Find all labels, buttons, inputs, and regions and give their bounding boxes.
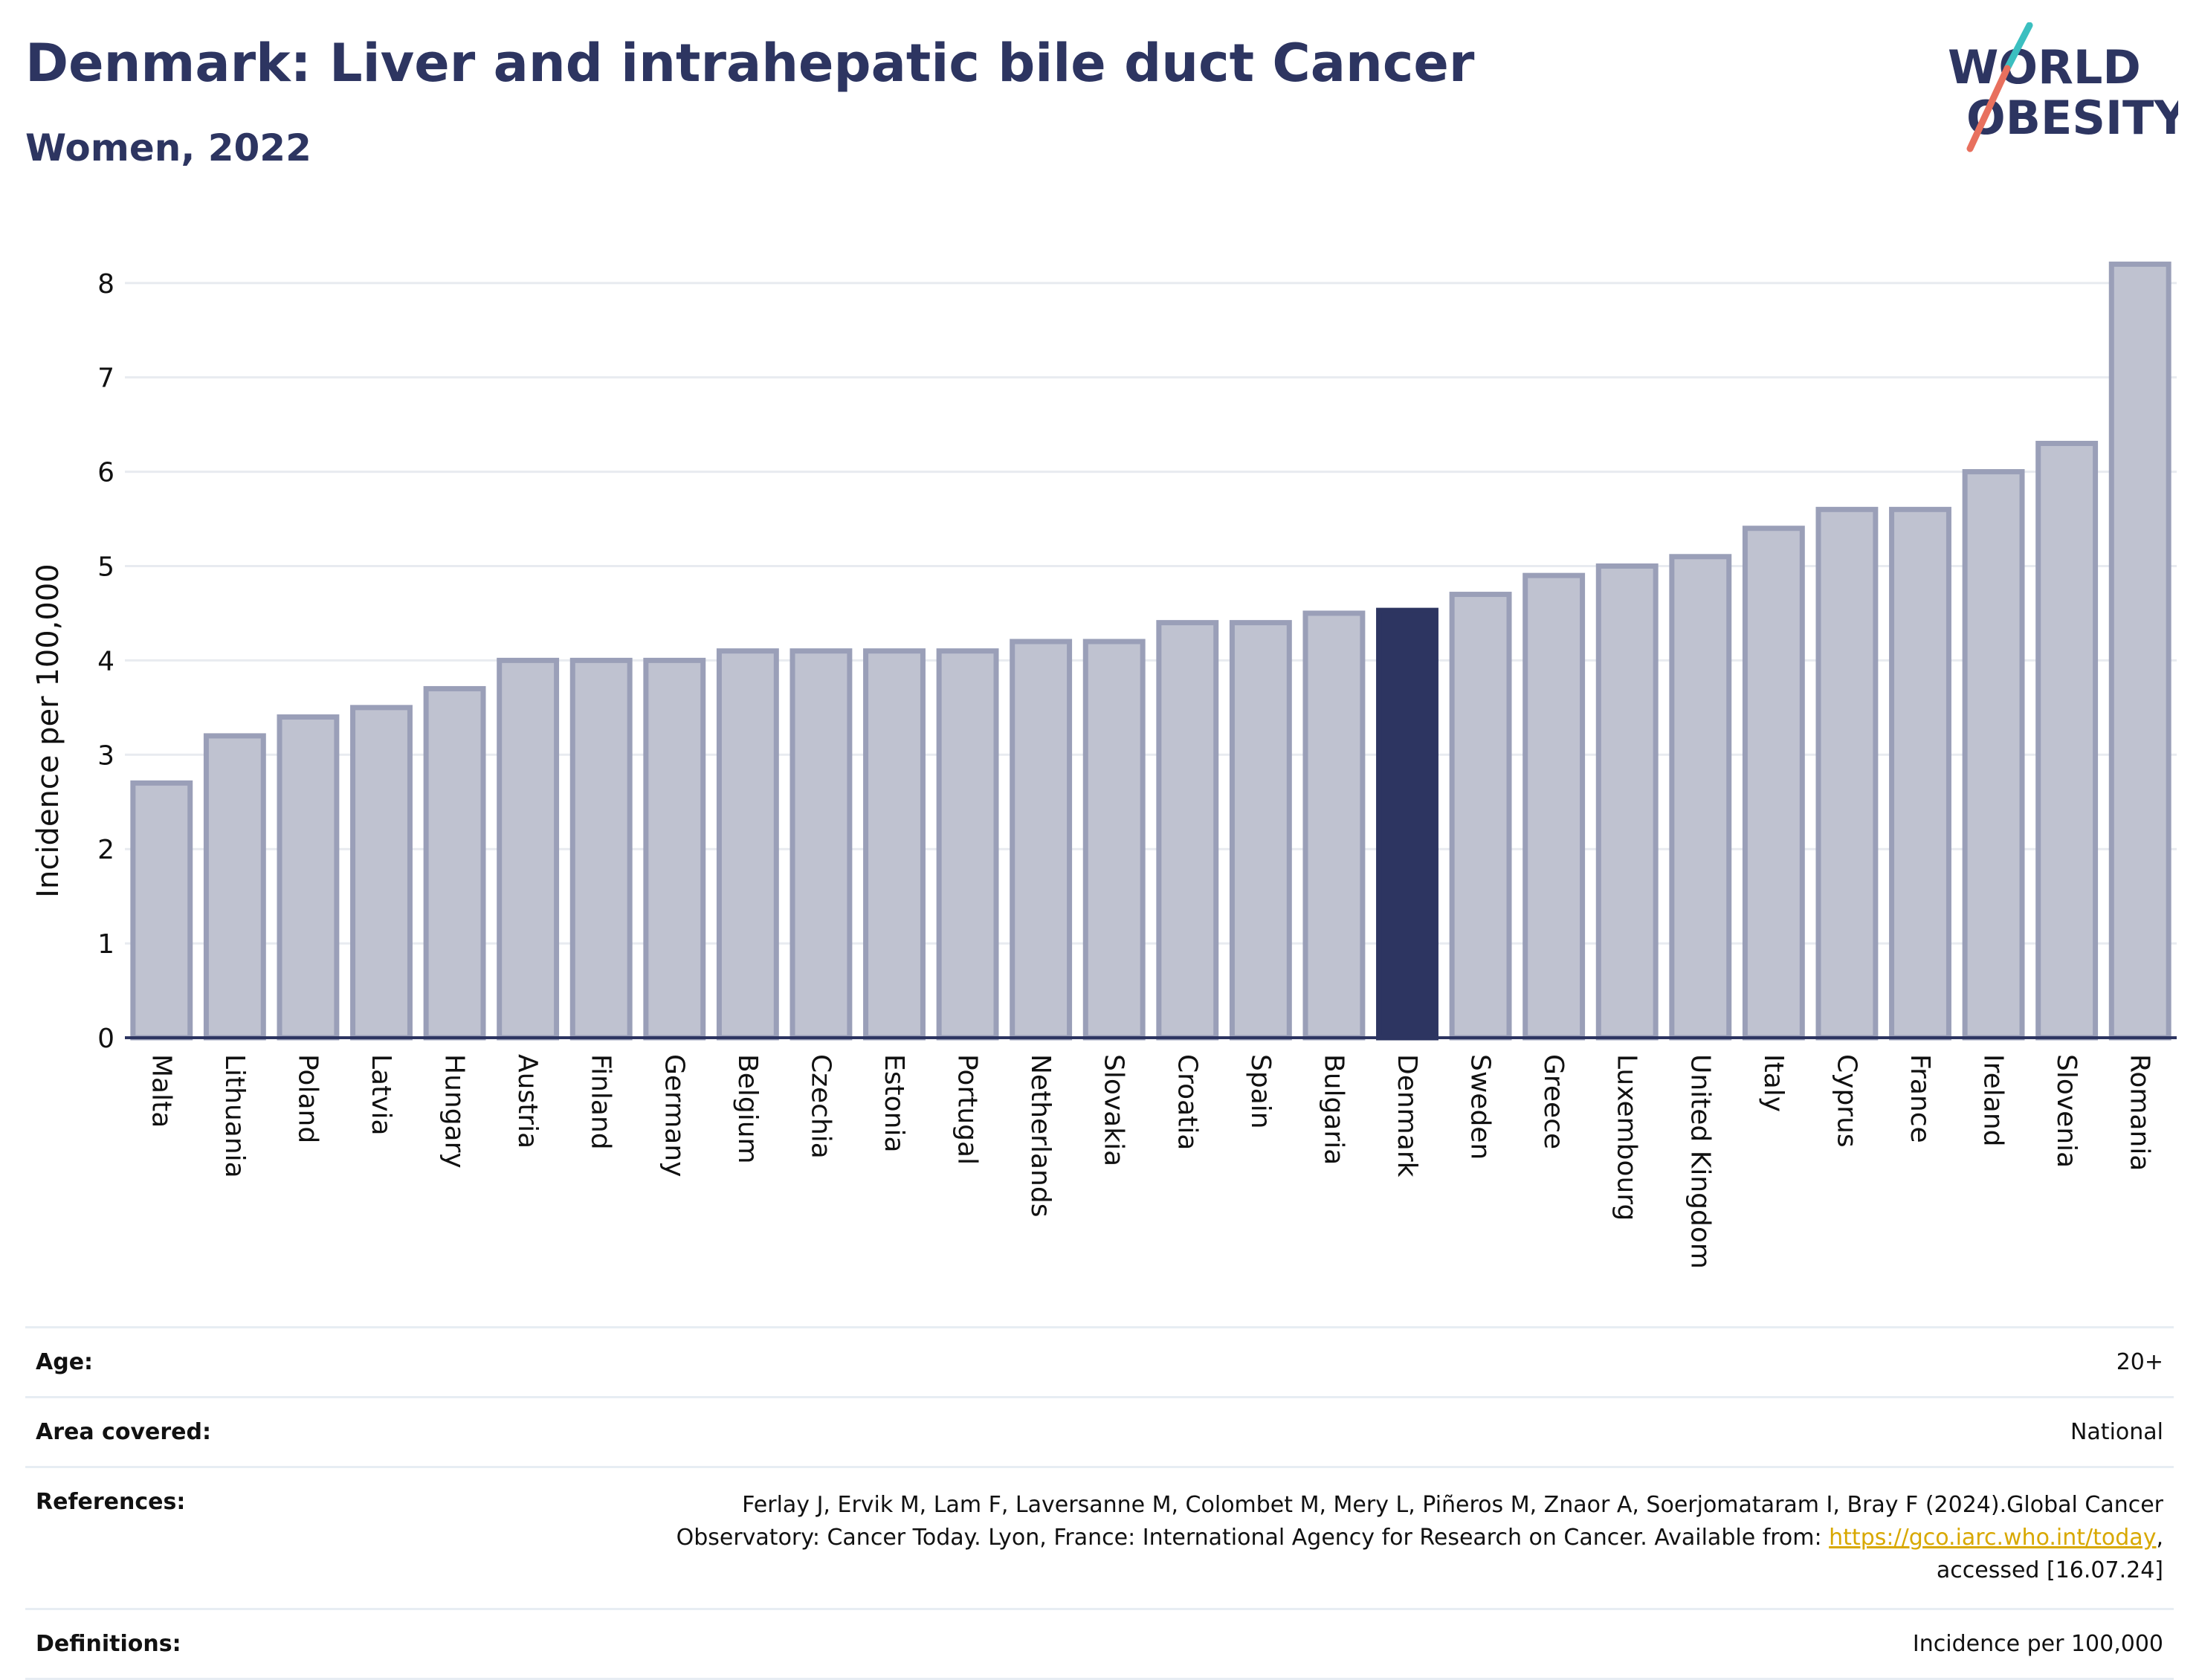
x-tick-label: Luxembourg [1612,1054,1642,1221]
bar-croatia [1156,620,1219,1041]
bar-slovakia [1082,639,1146,1041]
y-tick-label: 1 [97,929,114,960]
x-tick-label: Germany [659,1054,689,1177]
y-tick-label: 3 [97,740,114,771]
bar-netherlands [1010,639,1073,1041]
x-tick-label: Belgium [732,1054,763,1164]
x-tick-label: Ireland [1978,1054,2009,1147]
meta-row-definitions: Definitions: Incidence per 100,000 [25,1608,2174,1680]
bar-hungary [423,685,486,1041]
bar-latvia [350,705,413,1041]
x-tick-label: Malta [146,1054,176,1128]
x-tick-label: Denmark [1392,1054,1422,1177]
x-tick-label: Poland [292,1054,323,1143]
references-line2: Observatory: Cancer Today. Lyon, France:… [677,1522,2163,1554]
world-obesity-logo: WORLD OBESITY [1933,22,2188,156]
bar-slovenia [2035,441,2099,1041]
definitions-label: Definitions: [36,1631,181,1657]
meta-row-references: References: Ferlay J, Ervik M, Lam F, La… [25,1466,2174,1608]
bar-luxembourg [1595,563,1659,1041]
bar-france [1889,506,1951,1041]
page-title: Denmark: Liver and intrahepatic bile duc… [25,33,1475,94]
bar-united-kingdom [1669,554,1732,1041]
logo-line2: OBESITY [1966,91,2178,145]
bar-bulgaria [1302,610,1366,1041]
bar-finland [569,657,633,1041]
x-tick-label: Croatia [1172,1054,1202,1150]
bar-spain [1229,620,1292,1041]
x-tick-label: Lithuania [219,1054,250,1178]
bar-ireland [1962,469,2025,1041]
x-tick-label: Greece [1538,1054,1569,1149]
x-tick-label: Netherlands [1025,1054,1056,1217]
area-label: Area covered: [36,1419,211,1445]
x-tick-label: United Kingdom [1685,1054,1715,1269]
bar-lithuania [203,733,266,1041]
x-tick-label: Austria [512,1054,543,1148]
bar-portugal [936,648,999,1041]
area-value: National [2070,1419,2163,1445]
x-tick-label: Estonia [879,1054,909,1153]
bar-chart: 0 1 2 3 4 5 6 7 8 Incidence per 100,000 Malta Lithu… [0,186,2199,1345]
x-tick-label: Romania [2125,1054,2155,1171]
y-tick-label: 0 [97,1024,114,1054]
x-tick-label: Latvia [366,1054,396,1136]
logo-slash-bottom-icon [1966,65,2011,152]
x-tick-label: France [1905,1054,1935,1143]
x-tick-label: Portugal [952,1054,983,1165]
x-tick-label: Hungary [439,1054,470,1169]
bar-czechia [789,648,853,1041]
y-tick-label: 6 [97,458,114,488]
logo-line1: WORLD [1948,40,2141,94]
x-tick-label: Finland [586,1054,616,1150]
meta-row-area: Area covered: National [25,1396,2174,1466]
bar-germany [643,657,706,1041]
references-line2-text: Observatory: Cancer Today. Lyon, France:… [676,1525,1830,1551]
definitions-value: Incidence per 100,000 [1912,1631,2163,1657]
logo-slash-top-icon [2003,22,2033,72]
bar-italy [1742,526,1805,1041]
x-tick-label: Bulgaria [1318,1054,1349,1165]
references-value: Ferlay J, Ervik M, Lam F, Laversanne M, … [666,1468,2174,1608]
x-tick-label: Sweden [1465,1054,1496,1160]
page-subtitle: Women, 2022 [25,126,311,169]
y-tick-label: 4 [97,646,114,676]
bar-romania [2108,261,2171,1041]
bar-sweden [1449,592,1512,1041]
bar-greece [1522,572,1586,1041]
references-line1: Ferlay J, Ervik M, Lam F, Laversanne M, … [742,1492,2163,1518]
x-tick-label: Italy [1758,1054,1789,1112]
y-tick-label: 2 [97,835,114,865]
x-tick-label: Spain [1245,1054,1276,1129]
meta-row-age: Age: 20+ [25,1326,2174,1396]
bar-poland [277,714,340,1041]
bar-estonia [863,648,926,1041]
metadata-table: Age: 20+ Area covered: National Referenc… [25,1326,2174,1680]
x-tick-label: Czechia [805,1054,836,1159]
references-line3: accessed [16.07.24] [1936,1557,2163,1583]
x-tick-label: Slovenia [2051,1054,2082,1168]
y-tick-label: 8 [97,269,114,300]
bar-malta [130,780,193,1041]
y-tick-label: 7 [97,364,114,394]
bar-austria [497,657,560,1041]
references-label: References: [36,1489,186,1515]
bar-cyprus [1815,506,1879,1041]
references-link[interactable]: https://gco.iarc.who.int/today [1829,1525,2157,1551]
references-line2-end: , [2156,1525,2163,1551]
y-axis-title: Incidence per 100,000 [31,563,65,898]
age-value: 20+ [2116,1349,2163,1375]
bar-belgium [716,648,779,1041]
age-label: Age: [36,1349,94,1375]
x-tick-label: Cyprus [1831,1054,1861,1148]
y-tick-label: 5 [97,552,114,582]
bar-denmark [1376,607,1438,1041]
x-tick-label: Slovakia [1099,1054,1129,1166]
